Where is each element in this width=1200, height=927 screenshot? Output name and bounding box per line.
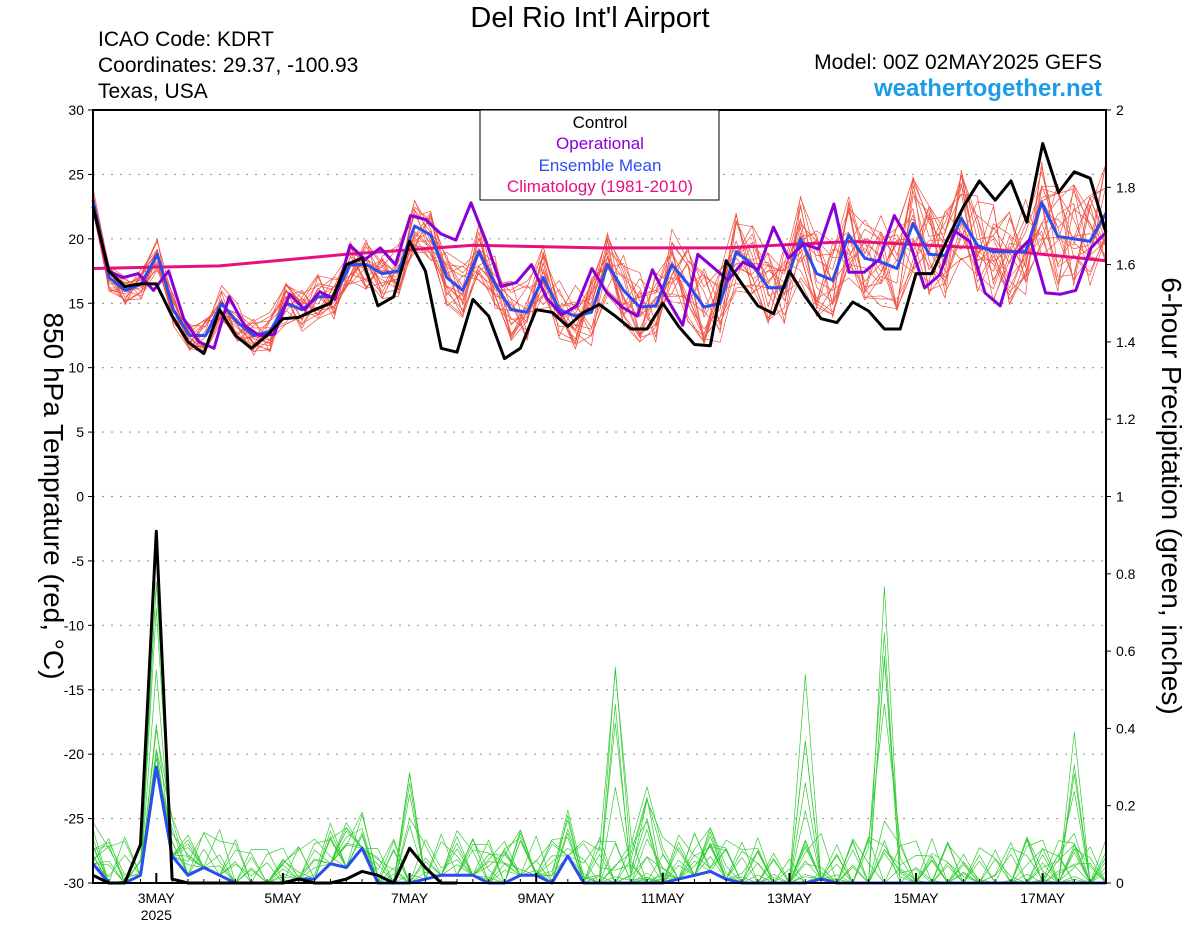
legend-entry-climatology: Climatology (1981-2010) <box>507 177 693 196</box>
chart-title: Del Rio Int'l Airport <box>470 2 710 34</box>
y-tick-label: -15 <box>64 682 84 698</box>
temperature-member-line <box>92 184 1107 351</box>
precip-member-line <box>92 703 1107 884</box>
axis-layer: -30-25-20-15-10-505101520253000.20.40.60… <box>64 102 1136 923</box>
y-tick-label: 25 <box>68 166 84 182</box>
x-tick-label: 15MAY <box>894 890 940 906</box>
brand-link[interactable]: weathertogether.net <box>873 75 1102 102</box>
legend-entry-operational: Operational <box>556 134 644 153</box>
legend-entry-ensemble-mean: Ensemble Mean <box>539 156 662 175</box>
climatology-line <box>92 239 1107 270</box>
y-tick-label: -25 <box>64 811 84 827</box>
y2-tick-label: 0.8 <box>1116 566 1136 582</box>
y-tick-label: 30 <box>68 102 84 118</box>
y2-tick-label: 0.2 <box>1116 798 1136 814</box>
legend: Control Operational Ensemble Mean Climat… <box>479 109 720 201</box>
y2-tick-label: 2 <box>1116 102 1124 118</box>
precip-member-line <box>92 608 1107 884</box>
x-tick-label: 17MAY <box>1020 890 1066 906</box>
y-tick-label: -30 <box>64 875 84 891</box>
x-tick-label: 7MAY <box>391 890 429 906</box>
x-tick-label: 3MAY <box>138 890 176 906</box>
y2-tick-label: 1.8 <box>1116 179 1136 195</box>
x-tick-label: 9MAY <box>518 890 556 906</box>
model-run: Model: 00Z 02MAY2025 GEFS <box>814 51 1102 74</box>
temperature-member-line <box>92 176 1107 347</box>
temperature-member-line <box>92 185 1107 354</box>
temperature-member-line <box>92 193 1107 345</box>
temperature-ensemble-mean-line <box>91 199 1108 337</box>
x-tick-label: 11MAY <box>641 890 685 906</box>
y-tick-label: 10 <box>68 360 84 376</box>
y2-axis-label: 6-hour Precipitation (green, inches) <box>1156 277 1187 714</box>
y2-tick-label: 1.4 <box>1116 334 1136 350</box>
precip-member-line <box>92 757 1106 884</box>
station-coordinates: Coordinates: 29.37, -100.93 <box>98 54 359 77</box>
y-tick-label: 15 <box>68 295 84 311</box>
legend-entry-control: Control <box>573 113 628 132</box>
temperature-operational-line <box>91 201 1108 350</box>
precip-member-line <box>92 670 1107 884</box>
y2-tick-label: 1 <box>1116 489 1124 505</box>
y2-tick-label: 1.2 <box>1116 411 1136 427</box>
series-layer <box>91 142 1108 885</box>
precip-member-line <box>92 729 1106 884</box>
station-location: Texas, USA <box>98 80 208 103</box>
temperature-member-line <box>92 166 1107 352</box>
y2-tick-label: 0 <box>1116 875 1124 891</box>
icao-code: ICAO Code: KDRT <box>98 28 274 51</box>
y-tick-label: 5 <box>76 424 84 440</box>
y-axis-label: 850 hPa Temprature (red, °C) <box>38 312 69 679</box>
x-tick-label: 5MAY <box>264 890 302 906</box>
x-tick-sublabel: 2025 <box>141 907 172 923</box>
y-tick-label: -10 <box>64 617 84 633</box>
y2-tick-label: 0.4 <box>1116 720 1136 736</box>
precip-member-line <box>92 669 1106 884</box>
y-tick-label: 0 <box>76 489 84 505</box>
y2-tick-label: 0.6 <box>1116 643 1136 659</box>
y-tick-label: -20 <box>64 746 84 762</box>
precip-member-line <box>92 633 1107 884</box>
x-tick-label: 13MAY <box>767 890 813 906</box>
y-tick-label: -5 <box>72 553 85 569</box>
y-tick-label: 20 <box>68 231 84 247</box>
temperature-control-line <box>91 142 1108 361</box>
legend-box <box>479 109 720 201</box>
y2-tick-label: 1.6 <box>1116 257 1136 273</box>
